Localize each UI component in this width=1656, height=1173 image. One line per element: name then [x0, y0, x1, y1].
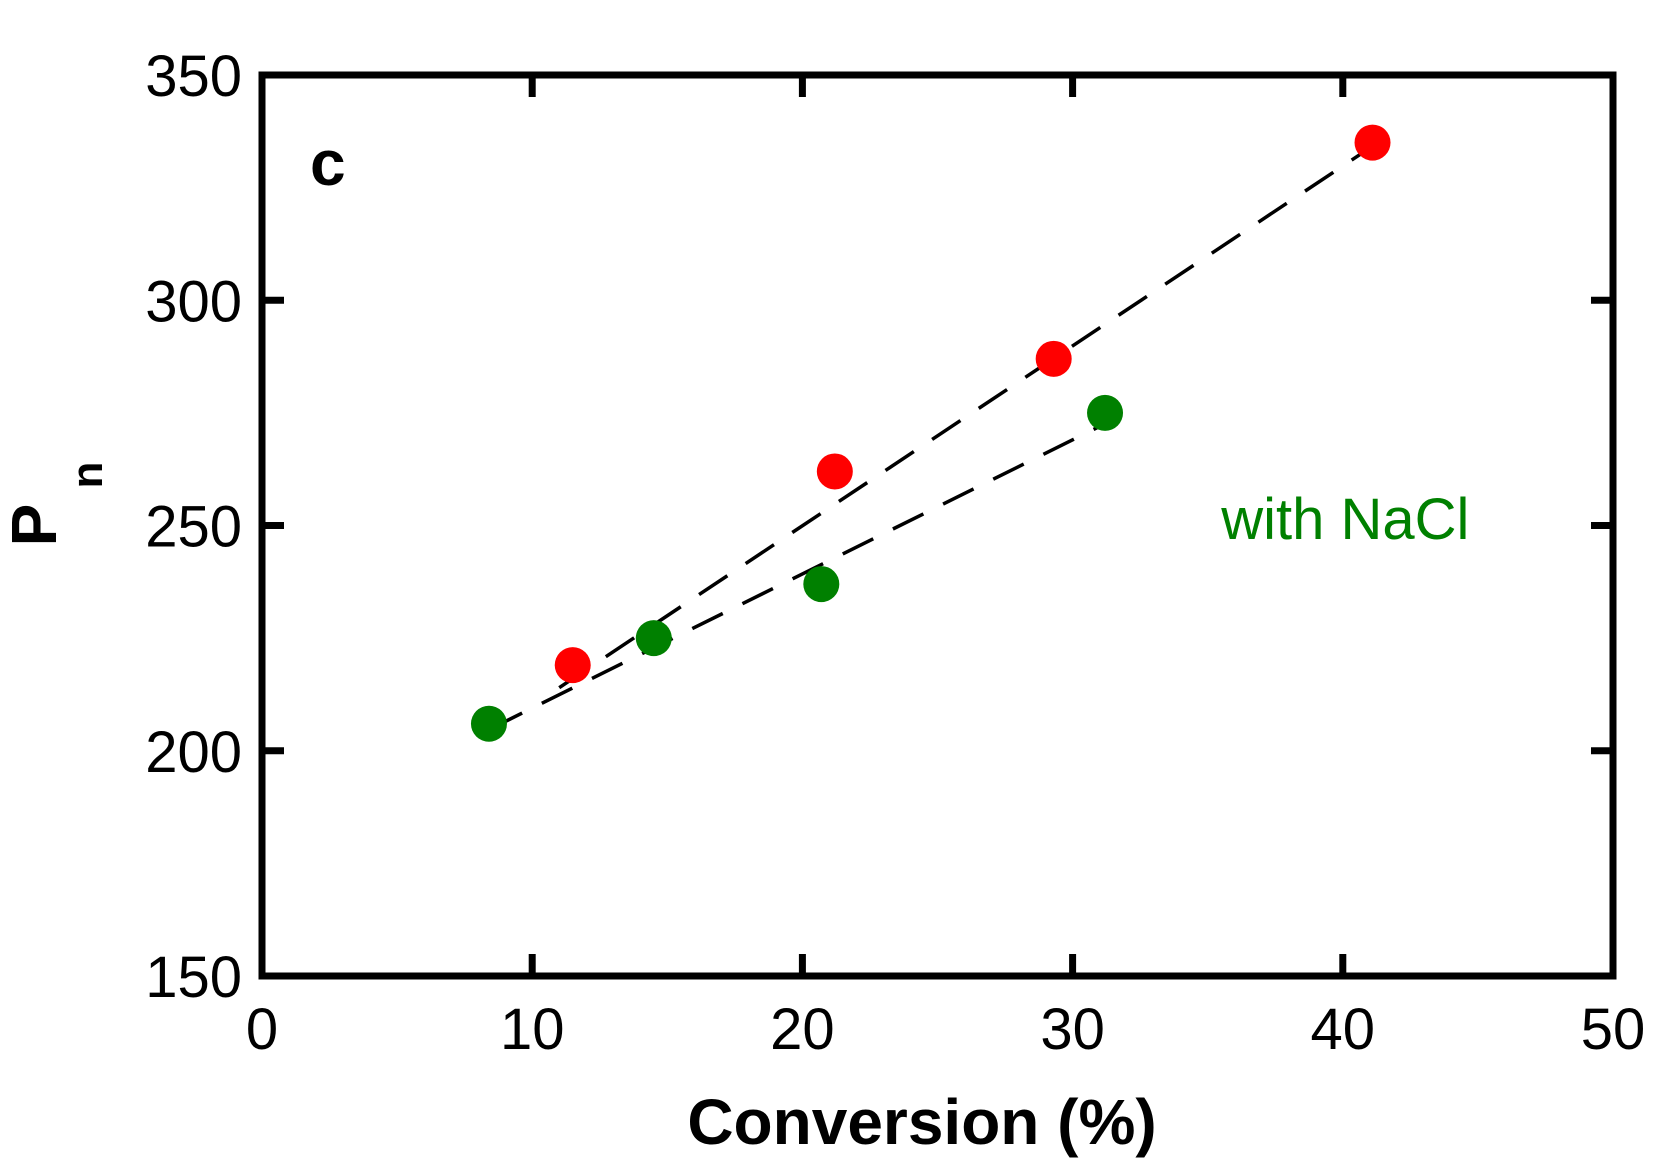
x-tick-label: 0 [246, 997, 278, 1062]
data-point-series-1 [803, 566, 840, 603]
x-tick-label: 50 [1581, 997, 1646, 1062]
y-axis-title-main: P [0, 504, 70, 547]
data-point-series-0 [1354, 124, 1391, 161]
data-point-series-1 [635, 620, 672, 657]
y-tick-label: 350 [145, 44, 242, 109]
data-point-series-0 [554, 647, 591, 684]
x-axis-title: Conversion (%) [687, 1086, 1156, 1158]
y-tick-label: 250 [145, 495, 242, 560]
x-tick-label: 40 [1311, 997, 1376, 1062]
data-point-series-1 [470, 705, 507, 742]
fit-line-series-1 [490, 424, 1101, 730]
fit-line-series-0 [558, 150, 1366, 690]
data-point-series-1 [1087, 394, 1124, 431]
y-tick-label: 150 [145, 945, 242, 1010]
x-tick-label: 30 [1040, 997, 1105, 1062]
x-tick-label: 20 [770, 997, 835, 1062]
y-axis-title: P n [0, 462, 112, 547]
annotation-with-nacl: with NaCl [1220, 487, 1469, 552]
panel-label: c [310, 127, 346, 199]
x-tick-label: 10 [500, 997, 565, 1062]
y-axis-title-subscript: n [63, 462, 112, 489]
y-tick-label: 200 [145, 720, 242, 785]
data-point-series-0 [816, 453, 853, 490]
y-tick-label: 300 [145, 269, 242, 334]
data-point-series-0 [1035, 340, 1072, 377]
